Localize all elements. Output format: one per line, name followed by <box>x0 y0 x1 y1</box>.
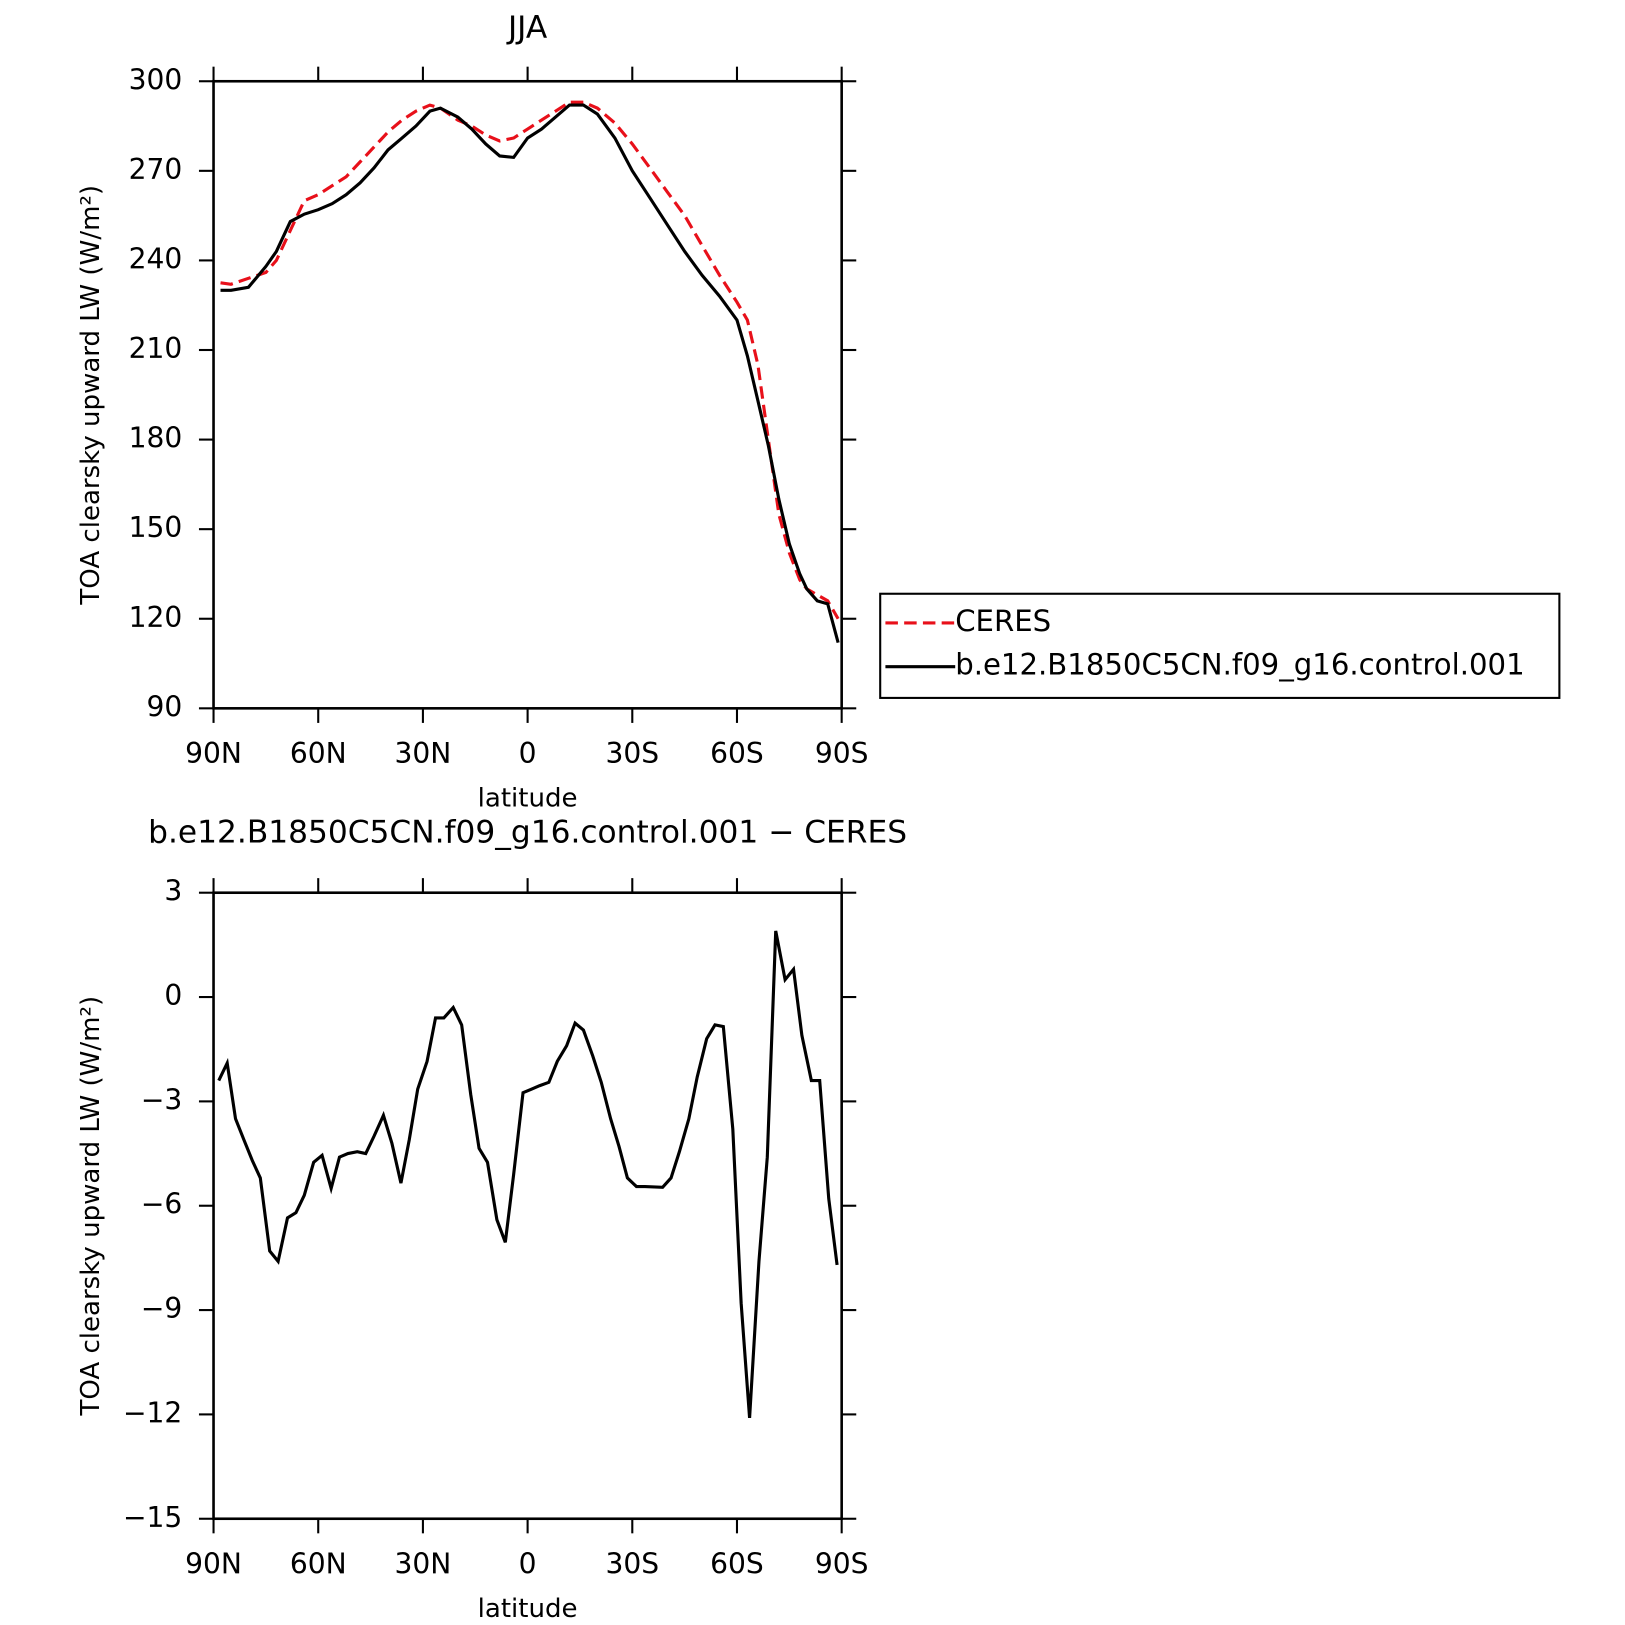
y-tick-label: 120 <box>129 601 183 634</box>
x-tick-label: 90N <box>185 1548 242 1581</box>
y-tick-label: −3 <box>141 1083 182 1116</box>
x-tick-label: 30N <box>395 1548 452 1581</box>
x-tick-label: 60S <box>710 1548 764 1581</box>
y-tick-label: 240 <box>129 242 183 275</box>
y-axis-label: TOA clearsky upward LW (W/m²) <box>76 996 106 1417</box>
x-tick-label: 30N <box>395 737 452 770</box>
legend-box <box>879 592 1561 699</box>
x-axis-label: latitude <box>478 783 578 813</box>
y-tick-label: 3 <box>164 875 182 908</box>
y-tick-label: 150 <box>129 511 183 544</box>
legend-label: CERES <box>955 604 1051 638</box>
x-tick-label: 90N <box>185 737 242 770</box>
chart-title: JJA <box>506 10 548 46</box>
y-tick-label: 300 <box>129 63 183 96</box>
x-tick-label: 0 <box>519 1548 537 1581</box>
y-tick-label: −6 <box>141 1188 182 1221</box>
y-tick-label: 0 <box>164 979 182 1012</box>
x-tick-label: 90S <box>815 737 869 770</box>
x-tick-label: 60N <box>290 737 347 770</box>
y-tick-label: 270 <box>129 153 183 186</box>
x-tick-label: 60S <box>710 737 764 770</box>
legend-label: b.e12.B1850C5CN.f09_g16.control.001 <box>955 648 1524 682</box>
data-line <box>217 930 839 1419</box>
y-tick-label: 180 <box>129 422 183 455</box>
y-tick-label: −9 <box>141 1292 182 1325</box>
x-tick-label: 60N <box>290 1548 347 1581</box>
plot-frame <box>212 79 843 710</box>
data-line <box>220 103 840 644</box>
x-tick-label: 90S <box>815 1548 869 1581</box>
chart-title: b.e12.B1850C5CN.f09_g16.control.001 − CE… <box>148 814 907 850</box>
x-axis-label: latitude <box>478 1594 578 1624</box>
x-tick-label: 30S <box>605 1548 659 1581</box>
y-tick-label: −12 <box>123 1396 182 1429</box>
x-tick-label: 30S <box>605 737 659 770</box>
y-tick-label: 210 <box>129 332 183 365</box>
y-axis-label: TOA clearsky upward LW (W/m²) <box>76 185 106 606</box>
plot-frame <box>212 891 843 1521</box>
x-tick-label: 0 <box>519 737 537 770</box>
y-tick-label: 90 <box>147 690 183 723</box>
y-tick-label: −15 <box>123 1501 182 1534</box>
data-line <box>220 100 840 620</box>
